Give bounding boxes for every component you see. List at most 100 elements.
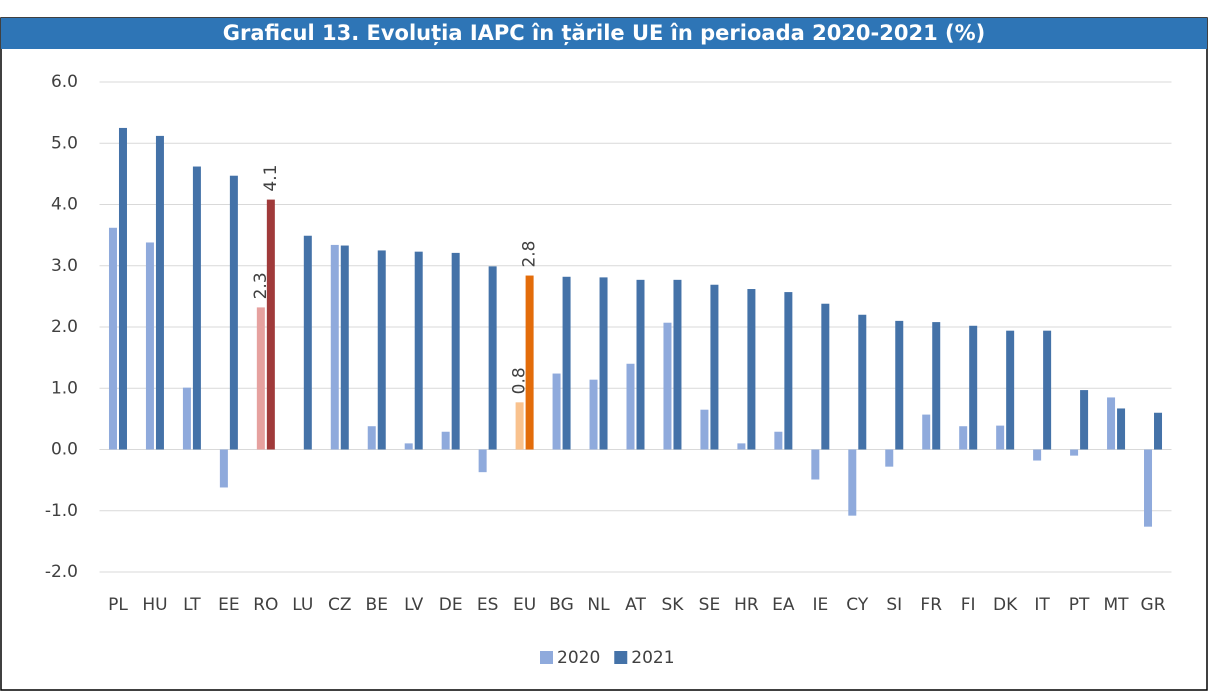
bar (182, 387, 191, 450)
bar (404, 443, 413, 450)
y-tick-label: 2.0 (51, 317, 78, 337)
x-tick-label: SE (699, 595, 721, 615)
bar (895, 320, 904, 450)
bar (1070, 449, 1079, 456)
bar (192, 166, 201, 450)
bar (636, 279, 645, 450)
y-tick-label: -2.0 (45, 562, 78, 582)
legend-swatch (614, 651, 628, 664)
bar (256, 307, 265, 450)
x-tick-label: IT (1034, 595, 1050, 615)
bar (155, 135, 164, 450)
x-tick-label: CZ (328, 595, 352, 615)
data-label: 2.8 (520, 241, 540, 268)
bar (784, 292, 793, 450)
x-tick-label: MT (1104, 595, 1130, 615)
x-tick-label: HU (142, 595, 167, 615)
x-tick-label: BE (366, 595, 388, 615)
x-tick-label: IE (812, 595, 828, 615)
y-tick-label: 4.0 (51, 195, 78, 215)
bar (1117, 408, 1126, 450)
bar (996, 425, 1005, 450)
x-tick-label: GR (1141, 595, 1166, 615)
bar (451, 252, 460, 450)
bar (1006, 330, 1015, 450)
bar (811, 449, 820, 480)
bar (525, 275, 534, 450)
bar (367, 426, 376, 450)
bar (673, 279, 682, 450)
x-tick-label: NL (587, 595, 610, 615)
bar (488, 266, 497, 450)
y-tick-label: 3.0 (51, 256, 78, 276)
bar (700, 409, 709, 450)
bar (441, 431, 450, 450)
legend-swatch (540, 651, 553, 664)
x-tick-label: ES (477, 595, 499, 615)
bar (747, 289, 756, 450)
x-tick-label: LV (404, 595, 424, 615)
x-tick-label: EA (772, 595, 795, 615)
bar (589, 379, 598, 450)
bar (969, 325, 978, 450)
bar (959, 426, 968, 450)
x-tick-label: EU (513, 595, 536, 615)
x-tick-label: BG (549, 595, 574, 615)
bar (626, 363, 635, 450)
bar (932, 322, 941, 450)
data-label: 0.8 (510, 367, 530, 394)
bar (1080, 390, 1089, 450)
bar (774, 431, 783, 450)
data-label: 2.3 (251, 272, 271, 299)
bar (848, 449, 857, 516)
x-tick-label: AT (625, 595, 646, 615)
bar (552, 373, 561, 450)
bar (377, 250, 386, 450)
bar (118, 127, 127, 450)
x-tick-label: SK (661, 595, 684, 615)
y-tick-label: -1.0 (45, 501, 78, 521)
legend-label: 2020 (557, 648, 600, 668)
bar (266, 199, 275, 450)
x-tick-label: SI (886, 595, 902, 615)
bar (219, 449, 228, 488)
y-tick-label: 6.0 (51, 72, 78, 92)
bar (663, 322, 672, 450)
chart-title: Graficul 13. Evoluția IAPC în țările UE … (223, 21, 986, 46)
bar (737, 443, 746, 450)
bar (1154, 412, 1163, 450)
x-tick-label: DE (439, 595, 463, 615)
x-tick-label: PT (1069, 595, 1090, 615)
bar (922, 414, 931, 450)
bar (885, 449, 894, 467)
bar (858, 314, 867, 450)
x-tick-label: FI (961, 595, 976, 615)
y-tick-label: 5.0 (51, 133, 78, 153)
y-tick-label: 1.0 (51, 378, 78, 398)
legend-label: 2021 (631, 648, 674, 668)
bar (303, 235, 312, 450)
x-tick-label: LU (292, 595, 313, 615)
bar (229, 175, 238, 450)
bar (710, 284, 719, 450)
bar (821, 303, 830, 450)
title-banner (1, 18, 1207, 49)
y-tick-label: 0.0 (51, 440, 78, 460)
bar (478, 449, 487, 473)
x-tick-label: RO (253, 595, 278, 615)
x-tick-label: PL (108, 595, 128, 615)
x-tick-label: HR (734, 595, 759, 615)
x-tick-label: LT (183, 595, 201, 615)
bar (1107, 397, 1116, 450)
x-tick-label: CY (846, 595, 869, 615)
bar (1043, 330, 1052, 450)
bar (1033, 449, 1042, 461)
data-label: 4.1 (261, 165, 281, 192)
bar (340, 245, 349, 450)
x-tick-label: EE (218, 595, 239, 615)
bar (562, 276, 571, 450)
bar (599, 277, 608, 450)
bar (145, 242, 154, 450)
x-tick-label: FR (920, 595, 942, 615)
